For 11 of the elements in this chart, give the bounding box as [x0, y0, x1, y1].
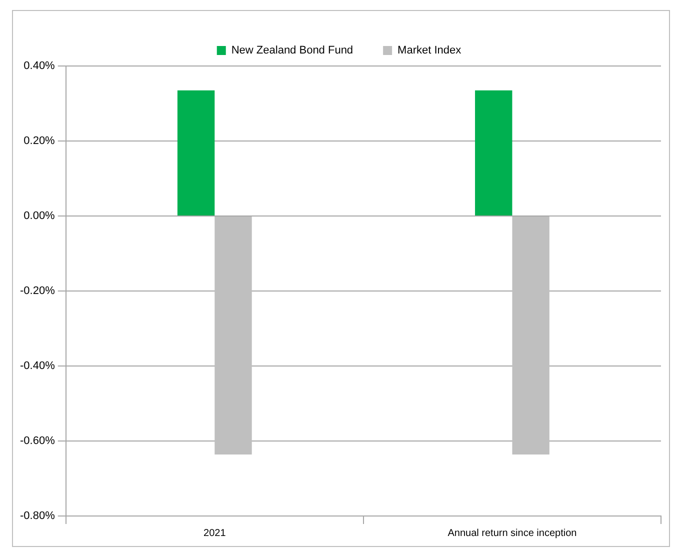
y-tick-label: 0.20% — [24, 135, 56, 148]
y-tick-label: -0.40% — [20, 360, 56, 372]
y-tick-label: 0.00% — [24, 210, 56, 222]
y-tick-label: -0.60% — [20, 435, 56, 448]
y-tick-label: -0.20% — [20, 285, 56, 298]
y-tick-label: -0.80% — [20, 510, 56, 522]
legend-label: New Zealand Bond Fund — [231, 44, 354, 57]
x-tick-label: 2021 — [204, 528, 226, 539]
legend-label: Market Index — [398, 44, 462, 57]
x-tick-label: Annual return since inception — [448, 528, 577, 539]
y-tick-label: 0.40% — [24, 60, 56, 72]
